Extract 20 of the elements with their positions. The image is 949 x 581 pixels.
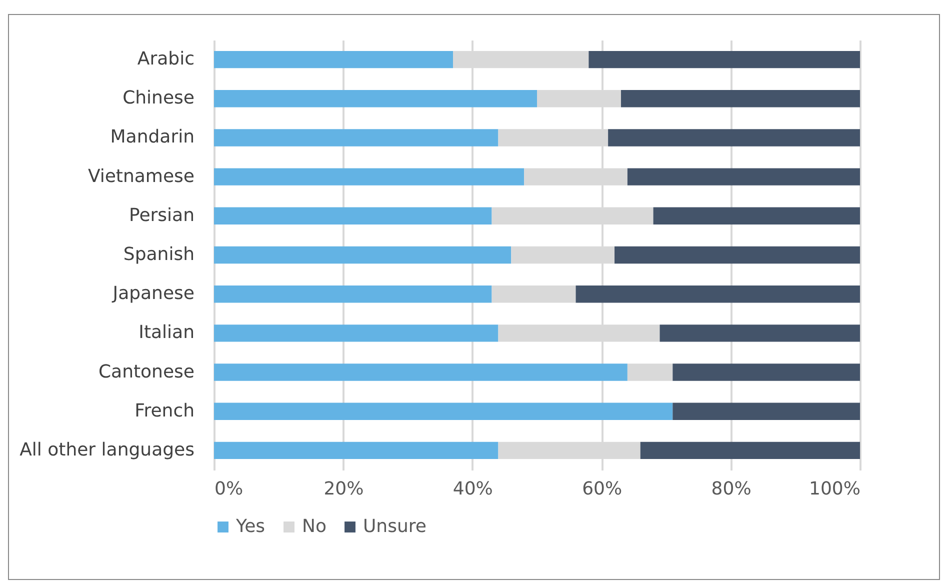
y-tick-label: Arabic xyxy=(137,48,194,70)
x-tick-label: 40% xyxy=(452,478,493,500)
y-tick-label: Mandarin xyxy=(110,126,194,148)
y-tick-label: Italian xyxy=(138,322,194,344)
x-tick-label: 0% xyxy=(214,478,244,500)
x-tick-label: 20% xyxy=(324,478,364,500)
legend-label: No xyxy=(302,516,326,537)
x-tick-label: 80% xyxy=(711,478,752,500)
y-tick-label: Cantonese xyxy=(98,361,194,382)
y-tick-label: Persian xyxy=(128,204,194,226)
legend-label: Unsure xyxy=(363,516,426,537)
y-tick-label: Chinese xyxy=(122,88,194,109)
y-tick-label: French xyxy=(134,400,194,422)
legend-label: Yes xyxy=(235,516,266,537)
y-tick-label: Spanish xyxy=(123,244,194,265)
y-tick-label: Vietnamese xyxy=(88,166,194,187)
x-tick-label: 100% xyxy=(809,478,860,500)
x-tick-label: 60% xyxy=(582,478,622,500)
y-tick-label: Japanese xyxy=(112,283,194,304)
y-tick-label: All other languages xyxy=(20,439,194,460)
